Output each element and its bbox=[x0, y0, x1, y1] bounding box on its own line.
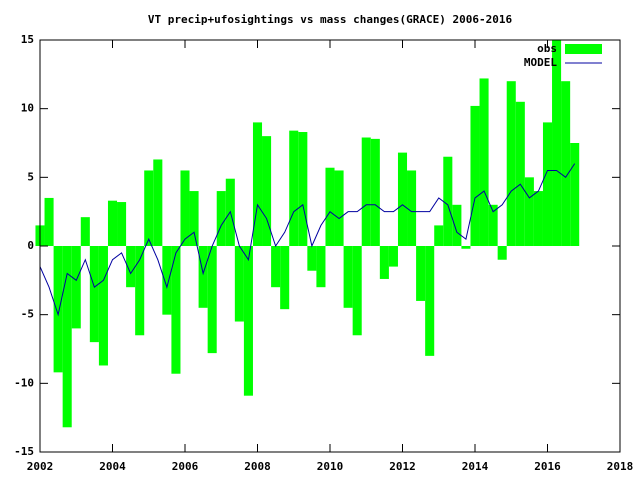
x-tick-label: 2010 bbox=[317, 460, 344, 473]
bar bbox=[479, 78, 489, 246]
legend-label: MODEL bbox=[524, 56, 557, 69]
bar bbox=[144, 170, 154, 246]
bar bbox=[162, 246, 172, 315]
bar bbox=[316, 246, 326, 288]
y-tick-label: -10 bbox=[14, 376, 34, 389]
bar bbox=[552, 40, 562, 246]
bar bbox=[379, 246, 389, 279]
x-tick-label: 2008 bbox=[244, 460, 271, 473]
bar bbox=[370, 138, 380, 246]
bar bbox=[289, 130, 299, 246]
y-tick-label: 10 bbox=[21, 102, 34, 115]
x-tick-label: 2012 bbox=[389, 460, 416, 473]
bar bbox=[107, 200, 118, 246]
y-tick-label: -15 bbox=[14, 445, 34, 458]
bar bbox=[388, 246, 398, 267]
bar bbox=[397, 152, 408, 246]
bar bbox=[407, 170, 417, 246]
bar bbox=[524, 177, 534, 246]
x-tick-label: 2002 bbox=[27, 460, 54, 473]
bar bbox=[189, 191, 199, 246]
bar bbox=[334, 170, 344, 246]
bar bbox=[62, 246, 72, 428]
bar bbox=[506, 81, 516, 246]
bar bbox=[252, 122, 263, 246]
y-tick-label: 5 bbox=[27, 170, 34, 183]
bar bbox=[44, 197, 54, 246]
bar bbox=[126, 246, 136, 288]
y-tick-label: -5 bbox=[21, 308, 34, 321]
bar bbox=[352, 246, 362, 336]
bar bbox=[515, 101, 525, 246]
bar bbox=[561, 81, 571, 246]
bar bbox=[280, 246, 290, 310]
bar bbox=[542, 122, 553, 246]
bar bbox=[171, 246, 181, 374]
bar bbox=[243, 246, 253, 396]
bar bbox=[262, 136, 272, 246]
bar bbox=[443, 156, 453, 246]
bar bbox=[117, 202, 127, 246]
bar bbox=[80, 217, 90, 246]
bar bbox=[271, 246, 281, 288]
bar bbox=[434, 225, 444, 246]
x-tick-label: 2014 bbox=[462, 460, 489, 473]
legend-swatch bbox=[565, 44, 602, 54]
bar bbox=[361, 137, 371, 246]
chart-title: VT precip+ufosightings vs mass changes(G… bbox=[148, 13, 513, 26]
bar bbox=[461, 246, 471, 249]
bar bbox=[416, 246, 426, 301]
bar bbox=[298, 132, 308, 246]
model-line bbox=[39, 163, 576, 317]
y-tick-label: 0 bbox=[27, 239, 34, 252]
y-tick-label: 15 bbox=[21, 33, 34, 46]
bar bbox=[325, 167, 335, 246]
bar bbox=[470, 105, 480, 246]
legend-label: obs bbox=[537, 42, 557, 55]
bar bbox=[452, 204, 462, 246]
bar bbox=[180, 170, 190, 246]
bar bbox=[497, 246, 507, 260]
bar bbox=[53, 246, 63, 373]
x-tick-label: 2006 bbox=[172, 460, 199, 473]
bar bbox=[71, 246, 81, 329]
bar bbox=[533, 191, 543, 246]
bar bbox=[425, 246, 435, 356]
bar bbox=[98, 246, 108, 366]
bar bbox=[307, 246, 317, 271]
bar bbox=[216, 191, 226, 246]
bar bbox=[488, 204, 498, 246]
bar bbox=[207, 246, 217, 354]
bar bbox=[234, 246, 244, 322]
bar bbox=[89, 246, 99, 343]
bar bbox=[343, 246, 353, 308]
x-tick-label: 2016 bbox=[534, 460, 561, 473]
bar bbox=[135, 246, 145, 336]
bar bbox=[153, 159, 163, 246]
bar bbox=[198, 246, 208, 308]
bar bbox=[570, 143, 580, 246]
x-tick-label: 2004 bbox=[99, 460, 126, 473]
x-tick-label: 2018 bbox=[607, 460, 634, 473]
